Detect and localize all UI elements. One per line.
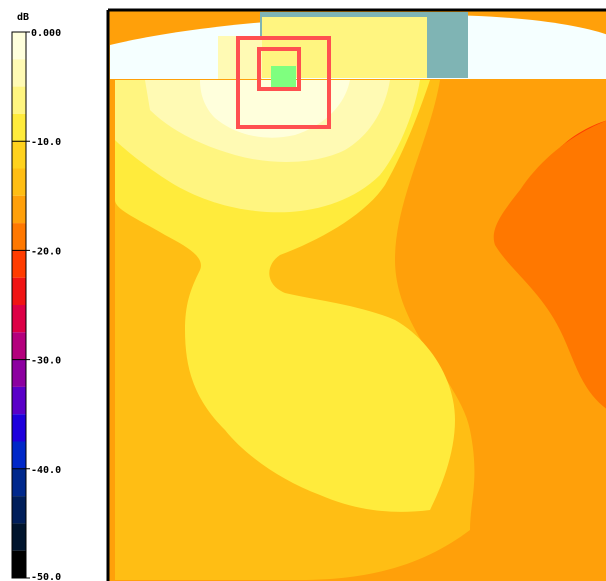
- legend-band-12: [12, 359, 26, 387]
- legend-band-16: [12, 468, 26, 497]
- legend-ticks: 0.000 -10.0 -20.0 -30.0 -40.0 -50.0: [12, 28, 61, 581]
- legend-band-2: [12, 86, 26, 114]
- legend-bands: [11, 31, 27, 579]
- legend-band-13: [12, 386, 26, 415]
- legend-band-8: [12, 250, 26, 278]
- legend-tick-label-5: -50.0: [31, 572, 61, 581]
- legend-band-15: [12, 441, 26, 469]
- legend-band-11: [12, 332, 26, 360]
- legend-tick-label-1: -10.0: [31, 137, 61, 148]
- legend-band-18: [12, 523, 26, 551]
- inner-target-box: [257, 47, 301, 91]
- legend-tick-label-0: 0.000: [31, 28, 61, 39]
- legend-band-6: [12, 195, 26, 224]
- legend-band-5: [12, 168, 26, 196]
- legend-tick-label-4: -40.0: [31, 465, 61, 476]
- legend-band-3: [12, 113, 26, 142]
- outer-target-box: [236, 36, 331, 129]
- legend-band-7: [12, 223, 26, 251]
- legend-band-19: [12, 550, 26, 578]
- legend-band-17: [12, 496, 26, 524]
- heatmap-field: [108, 10, 606, 581]
- legend-band-4: [12, 141, 26, 169]
- legend-band-1: [12, 59, 26, 87]
- legend-tick-label-2: -20.0: [31, 246, 61, 257]
- legend-band-9: [12, 277, 26, 305]
- legend-band-0: [12, 32, 26, 60]
- legend-tick-label-3: -30.0: [31, 356, 61, 367]
- source-point: [271, 66, 296, 87]
- legend-band-10: [12, 305, 26, 333]
- unit-label: dB: [17, 12, 29, 23]
- legend-band-14: [12, 414, 26, 442]
- field-band-dark-orange: [470, 80, 606, 409]
